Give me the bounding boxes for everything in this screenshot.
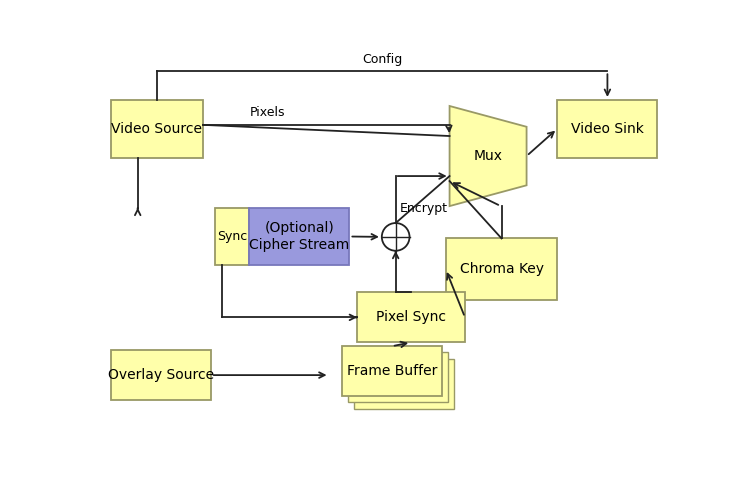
- Text: Frame Buffer: Frame Buffer: [346, 364, 437, 378]
- Bar: [357, 292, 465, 342]
- Text: Encrypt: Encrypt: [399, 202, 447, 216]
- Bar: [111, 100, 203, 158]
- Text: (Optional)
Cipher Stream: (Optional) Cipher Stream: [249, 221, 349, 251]
- Bar: [348, 353, 448, 402]
- Text: Mux: Mux: [473, 149, 503, 163]
- Bar: [249, 207, 349, 265]
- Text: Pixels: Pixels: [249, 106, 285, 119]
- Text: Pixel Sync: Pixel Sync: [376, 310, 446, 324]
- Text: Video Sink: Video Sink: [571, 122, 644, 136]
- Text: Overlay Source: Overlay Source: [108, 368, 214, 382]
- Text: Config: Config: [362, 53, 402, 66]
- Bar: [354, 359, 454, 409]
- Text: Chroma Key: Chroma Key: [459, 262, 544, 276]
- Bar: [111, 350, 211, 400]
- Bar: [446, 239, 557, 300]
- Text: Video Source: Video Source: [111, 122, 203, 136]
- Text: Sync: Sync: [217, 230, 247, 243]
- Bar: [215, 207, 249, 265]
- Polygon shape: [450, 106, 527, 206]
- Bar: [342, 346, 442, 396]
- Circle shape: [381, 223, 410, 251]
- Bar: [557, 100, 657, 158]
